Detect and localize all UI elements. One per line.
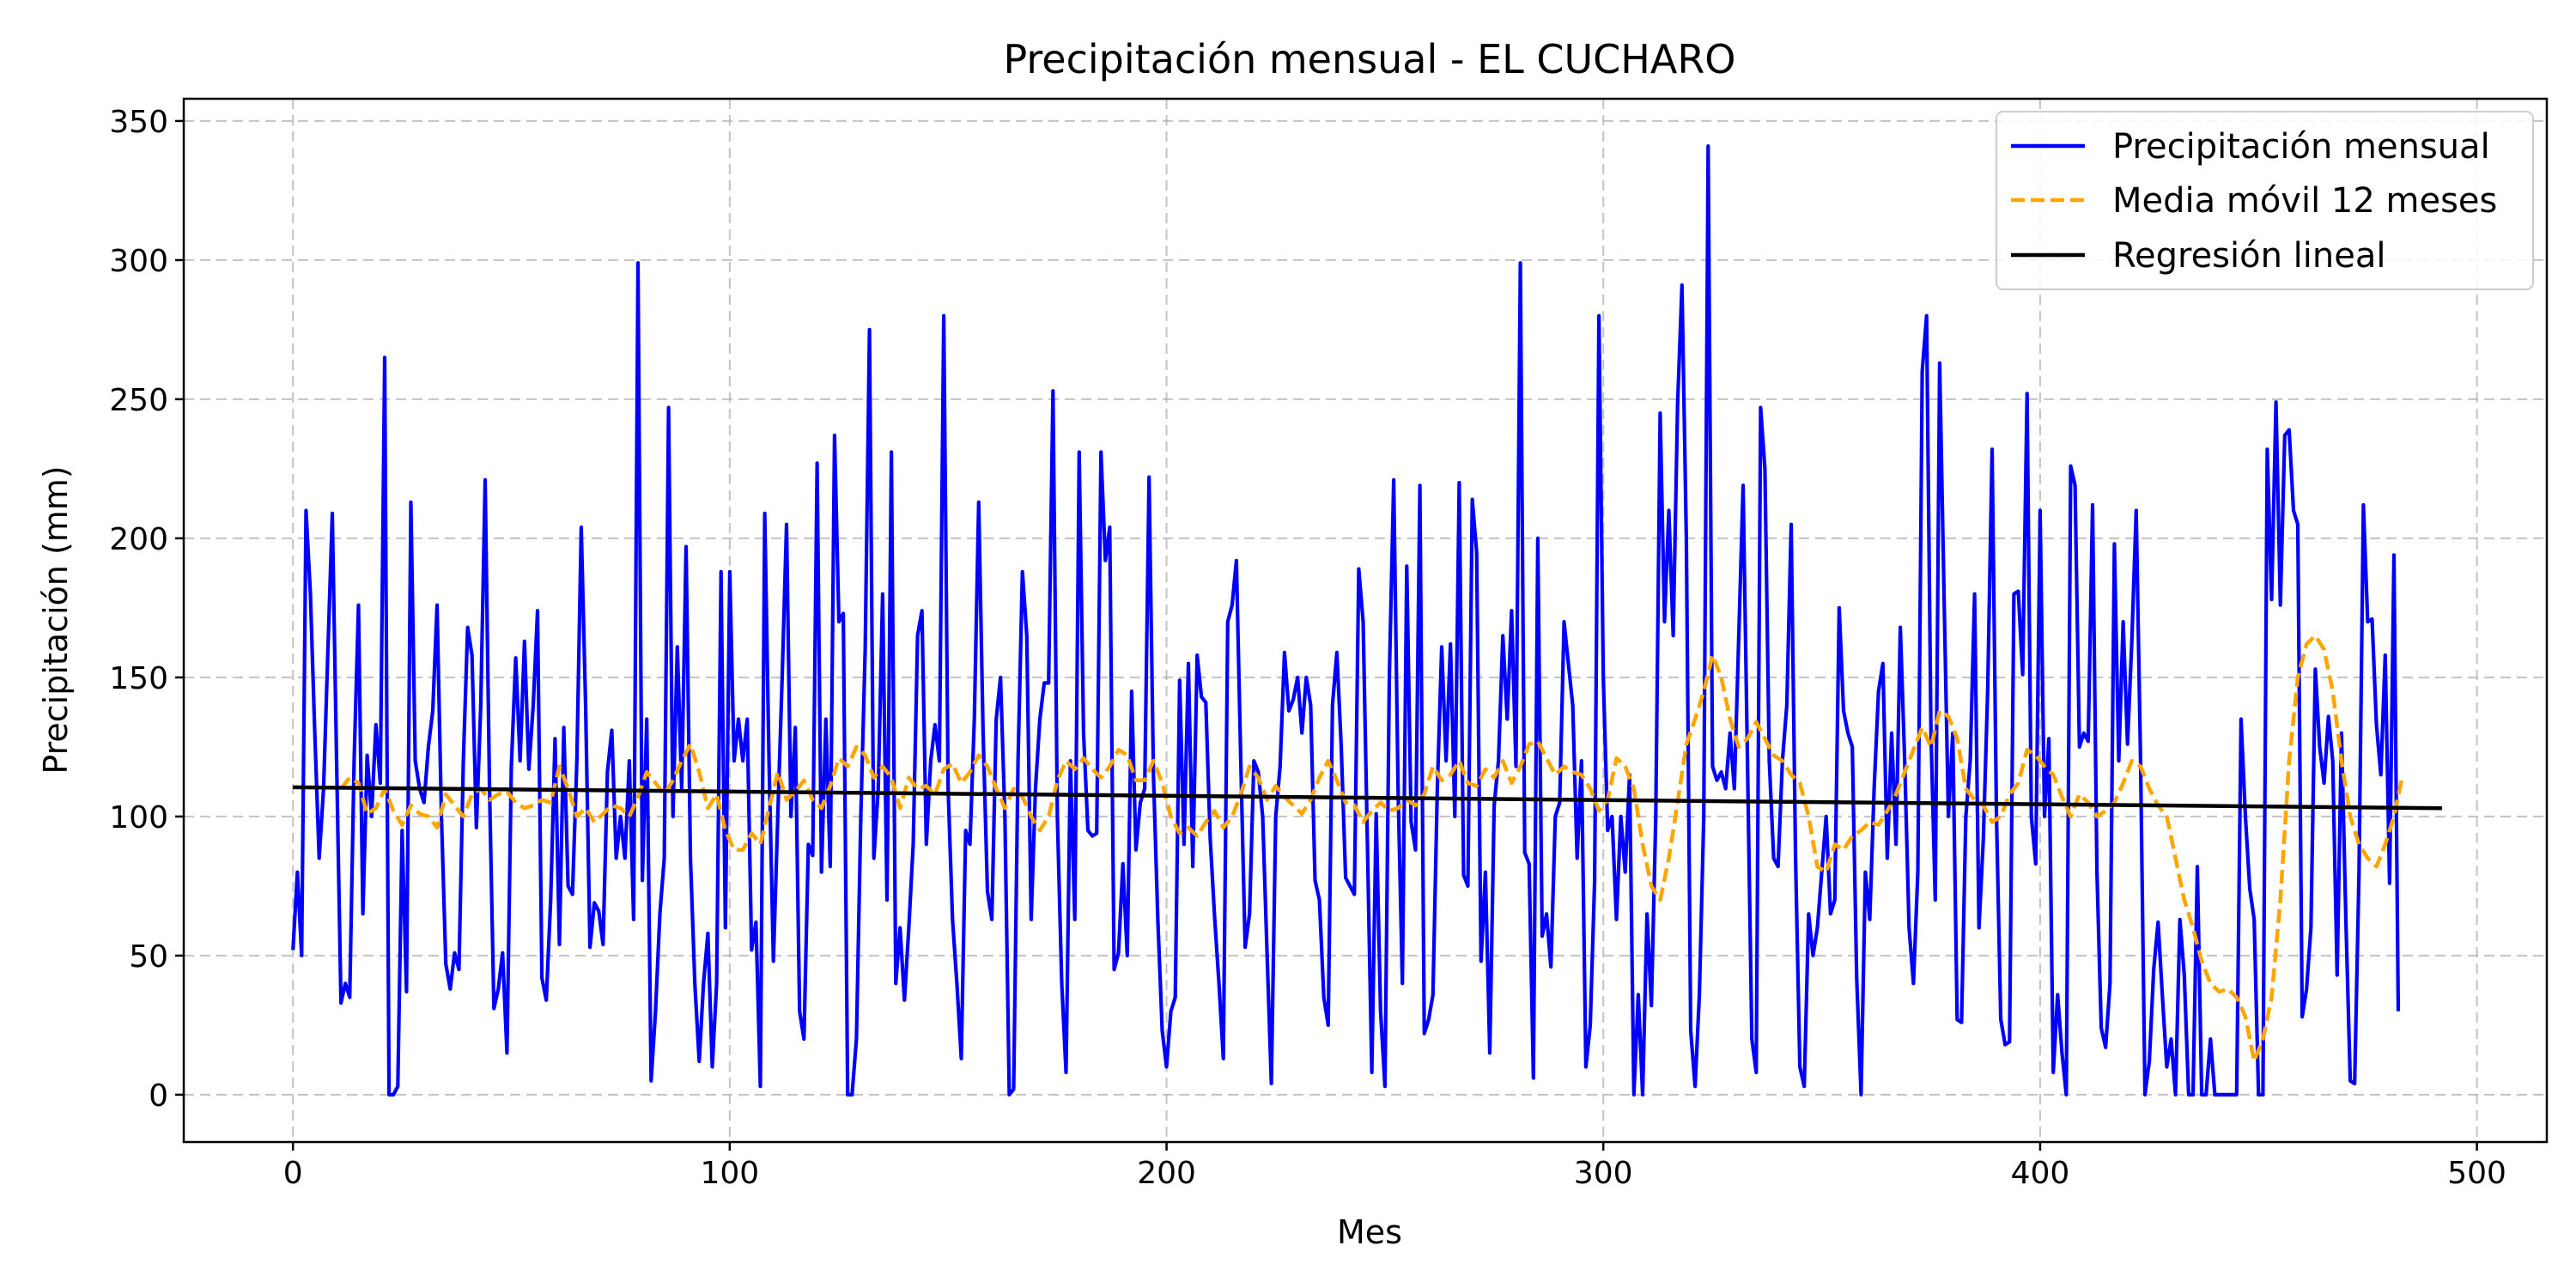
y-tick-label-5: 250 — [109, 383, 168, 418]
y-tick-label-1: 50 — [129, 939, 168, 975]
y-tick-label-6: 300 — [109, 244, 168, 279]
chart-title: Precipitación mensual - EL CUCHARO — [1003, 36, 1735, 82]
legend: Precipitación mensual Media móvil 12 mes… — [1996, 111, 2534, 290]
x-tick-label-1: 100 — [701, 1156, 760, 1191]
x-tick-label-5: 500 — [2447, 1156, 2506, 1191]
tick-layer: 0 100 200 300 400 500 0 50 100 150 200 250 300 350 — [109, 105, 2506, 1191]
legend-label-regresion: Regresión lineal — [2112, 236, 2385, 276]
x-axis-label: Mes — [1337, 1213, 1402, 1251]
y-tick-label-4: 200 — [109, 522, 168, 557]
x-tick-label-0: 0 — [283, 1156, 303, 1191]
series-layer — [291, 144, 2442, 1097]
precipitacion-mensual-line — [291, 144, 2401, 1097]
legend-box — [1996, 111, 2534, 290]
y-axis-label: Precipitación (mm) — [37, 465, 75, 774]
x-tick-label-3: 300 — [1574, 1156, 1633, 1191]
x-tick-label-2: 200 — [1137, 1156, 1196, 1191]
y-tick-label-3: 150 — [109, 661, 168, 696]
legend-label-precipitacion: Precipitación mensual — [2112, 127, 2490, 167]
media-movil-line — [339, 634, 2405, 1064]
legend-label-media-movil: Media móvil 12 meses — [2112, 181, 2497, 221]
y-tick-label-7: 350 — [109, 105, 168, 140]
plot-frame — [182, 97, 2549, 1144]
grid-layer — [184, 99, 2547, 1142]
x-tick-label-4: 400 — [2011, 1156, 2070, 1191]
y-tick-label-0: 0 — [149, 1078, 168, 1114]
regresion-lineal-line — [293, 785, 2442, 811]
y-tick-label-2: 100 — [109, 800, 168, 835]
